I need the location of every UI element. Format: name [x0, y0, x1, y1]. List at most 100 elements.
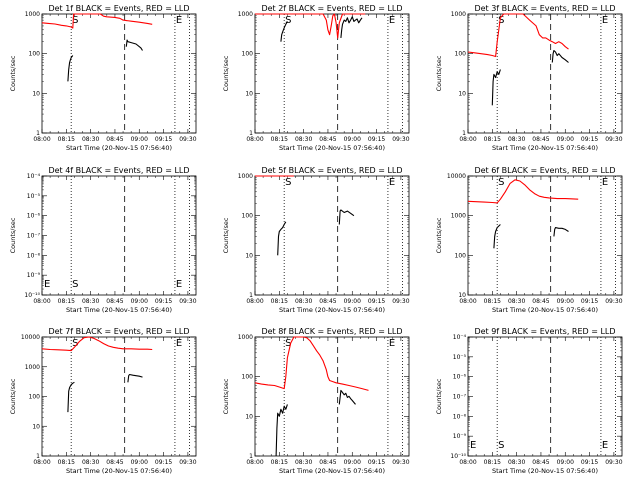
x-axis-label: Start Time (20-Nov-15 07:56:40) [492, 467, 598, 475]
y-axis-label: Counts/sec [222, 55, 230, 91]
x-axis-label: Start Time (20-Nov-15 07:56:40) [66, 467, 172, 475]
marker-label: S [498, 440, 504, 451]
chart-panel-4: Det 4f BLACK = Events, RED = LLD 08:00 08:… [9, 166, 197, 314]
y-tick-label: 1 [462, 130, 466, 137]
x-tick-label: 08:30 [508, 298, 525, 305]
x-tick-label: 08:30 [82, 459, 99, 466]
x-tick-label: 09:00 [131, 136, 148, 143]
x-tick-label: 08:30 [295, 459, 312, 466]
y-tick-label: 10 [245, 252, 253, 259]
x-tick-label: 08:45 [106, 136, 123, 143]
chart-panel-5: Det 5f BLACK = Events, RED = LLD 08:00 08:… [222, 166, 410, 314]
y-tick-label: 10⁻⁴ [453, 334, 467, 341]
plot-frame [467, 175, 623, 296]
x-axis-label: Start Time (20-Nov-15 07:56:40) [492, 144, 598, 152]
chart-title: Det 8f BLACK = Events, RED = LLD [261, 327, 402, 336]
y-tick-label: 10⁻¹⁰ [24, 292, 40, 299]
x-tick-label: 09:00 [557, 298, 574, 305]
x-tick-label: 08:45 [532, 136, 549, 143]
y-tick-label: 10 [32, 90, 40, 97]
x-tick-label: 08:15 [271, 459, 288, 466]
x-tick-label: 09:30 [179, 298, 196, 305]
marker-label: S [498, 177, 504, 188]
y-tick-label: 10⁻⁹ [453, 433, 467, 440]
y-axis-label: Counts/sec [9, 217, 17, 253]
x-tick-label: 08:30 [295, 298, 312, 305]
x-tick-label: 09:15 [368, 459, 385, 466]
marker-label: E [389, 15, 395, 26]
y-axis-label: Counts/sec [435, 378, 443, 414]
x-tick-label: 08:30 [508, 136, 525, 143]
x-tick-label: 08:45 [106, 459, 123, 466]
x-tick-label: 08:00 [33, 298, 50, 305]
chart-panel-9: Det 9f BLACK = Events, RED = LLD 08:00 08:… [435, 327, 623, 475]
y-tick-label: 100 [29, 394, 41, 401]
x-tick-label: 08:00 [459, 459, 476, 466]
y-tick-label: 10⁻⁸ [453, 413, 467, 420]
x-tick-label: 08:15 [58, 298, 75, 305]
x-axis-label: Start Time (20-Nov-15 07:56:40) [279, 467, 385, 475]
x-tick-label: 09:30 [179, 459, 196, 466]
plot-frame [254, 13, 410, 134]
x-tick-label: 08:30 [295, 136, 312, 143]
marker-label: S [285, 15, 291, 26]
marker-label: S [72, 279, 78, 290]
marker-label: E [389, 177, 395, 188]
y-axis-label: Counts/sec [9, 55, 17, 91]
chart-panel-7: Det 7f BLACK = Events, RED = LLD 08:00 08:… [9, 327, 197, 475]
series-line [255, 13, 366, 39]
y-tick-label: 10 [458, 292, 466, 299]
y-tick-label: 1000 [451, 213, 466, 220]
series-line [493, 224, 501, 249]
x-tick-label: 08:15 [58, 459, 75, 466]
x-tick-label: 09:30 [392, 136, 409, 143]
chart-title: Det 5f BLACK = Events, RED = LLD [261, 166, 402, 175]
marker-label: E [602, 15, 608, 26]
x-tick-label: 09:00 [131, 298, 148, 305]
chart-title: Det 9f BLACK = Events, RED = LLD [474, 327, 615, 336]
series-line [340, 16, 363, 38]
x-axis-label: Start Time (20-Nov-15 07:56:40) [66, 144, 172, 152]
y-tick-label: 1000 [25, 11, 40, 18]
y-tick-label: 10000 [447, 173, 466, 180]
y-tick-label: 100 [242, 213, 254, 220]
series-line [127, 373, 143, 383]
chart-title: Det 3f BLACK = Events, RED = LLD [474, 4, 615, 13]
x-tick-label: 09:30 [605, 459, 622, 466]
x-tick-label: 08:15 [271, 136, 288, 143]
marker-label: E [176, 15, 182, 26]
y-tick-label: 1000 [451, 11, 466, 18]
series-line [338, 389, 356, 405]
x-tick-label: 09:15 [155, 298, 172, 305]
x-tick-label: 09:15 [155, 136, 172, 143]
marker-label: S [498, 15, 504, 26]
y-axis-label: Counts/sec [222, 378, 230, 414]
series-line [275, 404, 288, 457]
y-tick-label: 10⁻⁸ [27, 252, 41, 259]
series-line [67, 381, 75, 413]
marker-label: E [602, 177, 608, 188]
x-tick-label: 08:30 [508, 459, 525, 466]
series-line [125, 39, 143, 51]
y-axis-label: Counts/sec [222, 217, 230, 253]
marker-label: E [176, 279, 182, 290]
x-tick-label: 08:00 [33, 459, 50, 466]
y-tick-label: 1000 [238, 11, 253, 18]
x-tick-label: 09:30 [605, 136, 622, 143]
marker-label: S [72, 15, 78, 26]
marker-label: S [285, 177, 291, 188]
series-line [338, 209, 355, 225]
series-line [553, 227, 569, 237]
plot-frame [254, 336, 410, 457]
chart-title: Det 6f BLACK = Events, RED = LLD [474, 166, 615, 175]
y-tick-label: 10⁻¹⁰ [450, 453, 466, 460]
plot-frame [467, 13, 623, 134]
x-tick-label: 08:15 [484, 298, 501, 305]
x-tick-label: 08:00 [459, 136, 476, 143]
y-tick-label: 10⁻⁵ [27, 193, 41, 200]
x-tick-label: 08:45 [532, 459, 549, 466]
x-tick-label: 08:45 [532, 298, 549, 305]
x-tick-label: 08:45 [319, 298, 336, 305]
x-tick-label: 09:00 [344, 136, 361, 143]
